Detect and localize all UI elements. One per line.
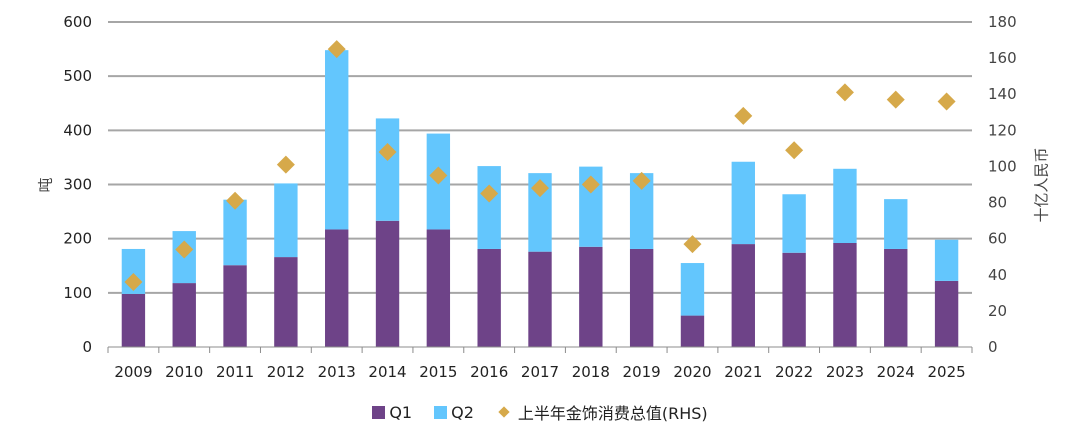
bar-q2 (375, 118, 400, 221)
y2-tick-label: 40 (988, 266, 1007, 284)
bar-q2 (223, 199, 247, 266)
x-tick-label: 2020 (673, 363, 711, 381)
bar-q2 (477, 166, 501, 249)
bar-q1 (223, 265, 247, 347)
bar-q1 (884, 248, 908, 347)
rhs-diamond-marker (785, 141, 804, 160)
x-tick-label: 2012 (267, 363, 305, 381)
x-tick-label: 2022 (775, 363, 813, 381)
legend-diamond-rhs (498, 406, 510, 418)
rhs-diamond-marker (276, 155, 295, 174)
bar-q2 (274, 183, 298, 258)
rhs-diamond-marker (378, 143, 397, 161)
bar-q1 (426, 229, 451, 347)
bar-q2 (884, 199, 908, 249)
y-tick-label: 200 (63, 230, 92, 248)
rhs-diamond-marker (124, 273, 143, 291)
legend: Q1 Q2 上半年金饰消费总值(RHS) (0, 400, 1080, 424)
bar-q2 (629, 173, 654, 249)
rhs-diamond-marker (835, 83, 854, 102)
bar-q1 (121, 293, 146, 347)
y-axis-title: 吨 (37, 177, 55, 192)
x-tick-label: 2018 (572, 363, 610, 381)
bar-q2 (731, 161, 755, 245)
bar-q2 (680, 263, 705, 316)
bar-q1 (934, 280, 959, 347)
y-tick-label: 100 (63, 284, 92, 302)
bar-q1 (579, 246, 603, 347)
bars (121, 50, 959, 347)
bar-q1 (629, 248, 654, 347)
x-tick-label: 2009 (114, 363, 152, 381)
bar-q1 (477, 248, 501, 347)
rhs-diamond-marker (581, 175, 600, 194)
rhs-diamond-marker (327, 40, 346, 59)
bar-q2 (833, 168, 857, 243)
rhs-diamond-marker (886, 90, 905, 109)
y-axis-left: 0 100 200 300 400 500 600 (63, 13, 92, 356)
legend-item-q2: Q2 (434, 403, 474, 422)
bar-q2 (934, 239, 959, 281)
chart-area: 2009 2010 2011 2012 2013 2014 2015 2016 2017 2018… (37, 13, 1051, 381)
rhs-diamond-marker (226, 191, 245, 210)
legend-swatch-q1 (372, 405, 386, 419)
x-axis: 2009 2010 2011 2012 2013 2014 2015 2016 2017 2018… (107, 346, 973, 381)
rhs-diamond-marker (683, 235, 702, 254)
y-tick-label: 500 (63, 67, 92, 85)
x-tick-label: 2017 (521, 363, 559, 381)
y-tick-label: 300 (63, 176, 92, 194)
x-tick-label: 2024 (877, 363, 915, 381)
y2-axis-title: 十亿人民币 (1033, 147, 1051, 222)
x-tick-label: 2021 (724, 363, 762, 381)
x-tick-label: 2013 (318, 363, 356, 381)
legend-item-q1: Q1 (372, 403, 412, 422)
y2-tick-label: 80 (988, 194, 1007, 212)
legend-label-rhs: 上半年金饰消费总值(RHS) (517, 404, 708, 423)
y2-tick-label: 140 (988, 85, 1017, 103)
bar-q1 (528, 251, 552, 347)
rhs-diamond-marker (175, 240, 194, 259)
x-tick-label: 2019 (623, 363, 661, 381)
y-tick-label: 600 (63, 13, 92, 31)
x-tick-label: 2015 (419, 363, 457, 381)
legend-swatch-q2 (434, 405, 448, 419)
bar-q1 (274, 257, 298, 347)
rhs-diamond-marker (480, 184, 499, 203)
x-tick-label: 2016 (470, 363, 508, 381)
x-tick-label: 2011 (216, 363, 254, 381)
bar-q1 (375, 220, 400, 347)
rhs-diamond-marker (632, 171, 651, 190)
y-tick-label: 400 (63, 121, 92, 139)
y2-tick-label: 120 (988, 121, 1017, 139)
legend-label-q2: Q2 (451, 402, 474, 422)
bar-q1 (325, 229, 349, 347)
y2-tick-label: 60 (988, 230, 1007, 248)
bar-q1 (172, 283, 196, 347)
y2-tick-label: 180 (988, 13, 1017, 31)
y2-tick-label: 0 (988, 338, 998, 356)
x-tick-label: 2023 (826, 363, 864, 381)
x-tick-label: 2014 (368, 363, 406, 381)
rhs-diamond-marker (429, 166, 448, 185)
legend-label-q1: Q1 (389, 402, 413, 422)
x-tick-label: 2025 (927, 363, 965, 381)
bar-q2 (782, 194, 806, 253)
x-tick-label: 2010 (165, 363, 203, 381)
y2-tick-label: 160 (988, 49, 1017, 67)
bar-q1 (731, 244, 755, 347)
rhs-diamond-marker (937, 92, 956, 111)
bar-q1 (680, 315, 705, 347)
bar-q1 (782, 252, 806, 347)
bar-q2 (325, 50, 349, 230)
rhs-markers (124, 40, 956, 291)
legend-item-rhs: 上半年金饰消费总值(RHS) (496, 400, 708, 424)
bar-q2 (528, 173, 552, 252)
bar-q1 (833, 243, 857, 347)
rhs-diamond-marker (734, 106, 753, 125)
y2-tick-label: 100 (988, 157, 1017, 175)
y-axis-right: 0 20 40 60 80 100 120 140 160 180 (988, 13, 1017, 356)
y-tick-label: 0 (82, 338, 92, 356)
y2-tick-label: 20 (988, 302, 1007, 320)
rhs-diamond-marker (531, 179, 549, 198)
